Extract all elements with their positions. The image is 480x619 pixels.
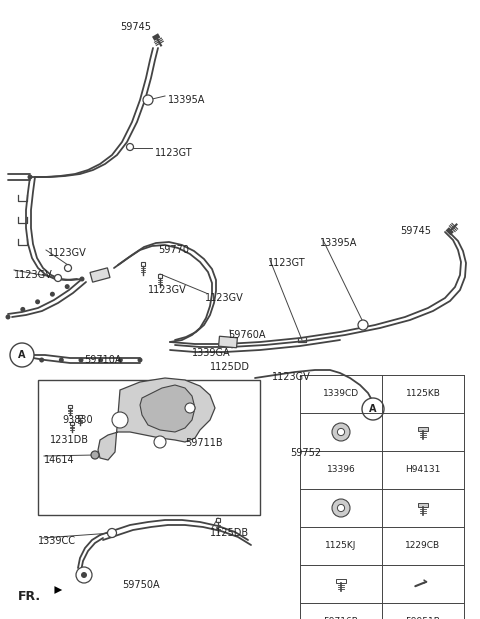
Text: 1125DD: 1125DD	[210, 362, 250, 372]
Text: H94131: H94131	[405, 465, 441, 475]
Bar	[38, 380, 260, 515]
Circle shape	[65, 284, 70, 289]
Text: 1125KB: 1125KB	[406, 389, 441, 399]
Circle shape	[91, 451, 99, 459]
Text: A: A	[369, 404, 377, 414]
Circle shape	[79, 358, 84, 363]
Text: 1229CB: 1229CB	[406, 542, 441, 550]
Text: 59745: 59745	[400, 226, 431, 236]
Text: A: A	[18, 350, 26, 360]
Text: 1123GV: 1123GV	[14, 270, 53, 280]
Circle shape	[137, 358, 143, 363]
Text: 59710A: 59710A	[84, 355, 121, 365]
Circle shape	[80, 277, 84, 282]
Text: 59951B: 59951B	[406, 618, 441, 619]
Bar	[216, 518, 220, 522]
Text: 59711B: 59711B	[185, 438, 223, 448]
Text: 59745: 59745	[120, 22, 151, 32]
Bar	[70, 422, 74, 425]
Bar	[158, 274, 162, 277]
Circle shape	[5, 314, 11, 319]
Text: 1125KJ: 1125KJ	[325, 542, 357, 550]
Polygon shape	[98, 378, 215, 460]
Circle shape	[112, 412, 128, 428]
Bar	[141, 262, 145, 266]
Text: 1123GV: 1123GV	[272, 372, 311, 382]
Circle shape	[362, 398, 384, 420]
Text: 59752: 59752	[290, 448, 321, 458]
Circle shape	[20, 307, 25, 312]
Circle shape	[81, 572, 87, 578]
Circle shape	[337, 504, 345, 511]
Circle shape	[10, 343, 34, 367]
Circle shape	[39, 358, 44, 363]
Text: 13396: 13396	[326, 465, 355, 475]
Text: 1123GT: 1123GT	[268, 258, 306, 268]
Text: 1123GT: 1123GT	[155, 148, 192, 158]
Text: 59770: 59770	[158, 245, 189, 255]
Circle shape	[127, 144, 133, 150]
Text: 1125DB: 1125DB	[210, 528, 249, 538]
Text: 13395A: 13395A	[320, 238, 358, 248]
Text: 1339CD: 1339CD	[323, 389, 359, 399]
Circle shape	[27, 175, 33, 180]
Circle shape	[108, 529, 117, 537]
Circle shape	[35, 300, 40, 305]
Text: 1123GV: 1123GV	[148, 285, 187, 295]
Text: FR.: FR.	[18, 590, 41, 603]
Circle shape	[332, 423, 350, 441]
Bar	[418, 503, 428, 508]
Circle shape	[55, 274, 61, 282]
Circle shape	[332, 499, 350, 517]
Polygon shape	[218, 336, 238, 348]
Text: 13395A: 13395A	[168, 95, 205, 105]
Text: 59760A: 59760A	[228, 330, 265, 340]
Bar	[418, 426, 428, 431]
Bar	[68, 405, 72, 408]
Circle shape	[20, 358, 24, 363]
Text: 1123GV: 1123GV	[48, 248, 87, 258]
Circle shape	[143, 95, 153, 105]
Text: 59716B: 59716B	[324, 618, 359, 619]
Text: 14614: 14614	[44, 455, 74, 465]
Text: 93830: 93830	[62, 415, 93, 425]
Text: 1339CC: 1339CC	[38, 536, 76, 546]
Text: 1231DB: 1231DB	[50, 435, 89, 445]
Circle shape	[185, 403, 195, 413]
Circle shape	[337, 428, 345, 436]
Circle shape	[50, 292, 55, 297]
Circle shape	[154, 436, 166, 448]
Polygon shape	[90, 268, 110, 282]
Circle shape	[64, 264, 72, 272]
Circle shape	[76, 567, 92, 583]
Bar	[78, 415, 82, 418]
Text: 1339GA: 1339GA	[192, 348, 230, 358]
Bar	[336, 579, 346, 584]
Polygon shape	[140, 385, 195, 432]
Circle shape	[98, 358, 103, 363]
Circle shape	[59, 358, 64, 363]
Text: 59750A: 59750A	[122, 580, 160, 590]
Text: 1123GV: 1123GV	[205, 293, 244, 303]
Circle shape	[358, 320, 368, 330]
Circle shape	[118, 358, 123, 363]
